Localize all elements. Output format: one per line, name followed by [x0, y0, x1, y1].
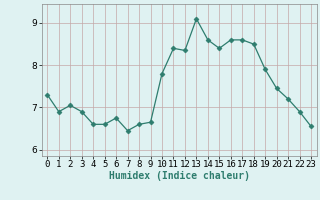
X-axis label: Humidex (Indice chaleur): Humidex (Indice chaleur)	[109, 171, 250, 181]
